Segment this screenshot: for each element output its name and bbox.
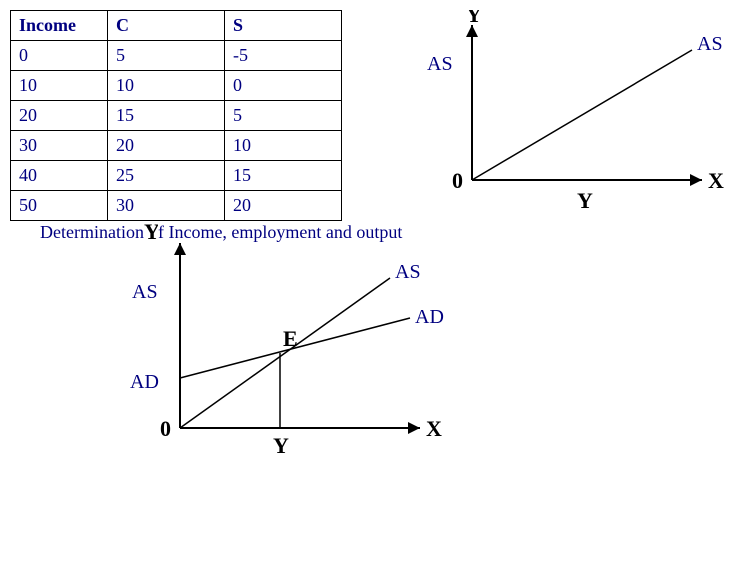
col-header-s: S <box>225 11 342 41</box>
cell: 0 <box>11 41 108 71</box>
x-axis-below-label: Y <box>577 188 593 213</box>
equilibrium-label: E <box>283 326 298 351</box>
x-axis-label: X <box>426 416 442 441</box>
table-row: 10 10 0 <box>11 71 342 101</box>
cell: 30 <box>108 191 225 221</box>
table-header-row: Income C S <box>11 11 342 41</box>
bottom-chart-container: 0 X Y E AS AS AD AD <box>120 228 749 473</box>
cell: 40 <box>11 161 108 191</box>
y-axis-label: Y <box>466 10 482 27</box>
as-ad-chart: 0 X Y E AS AS AD AD <box>120 228 450 468</box>
x-axis-label: X <box>708 168 724 193</box>
cell: 0 <box>225 71 342 101</box>
cell: 20 <box>108 131 225 161</box>
col-header-income: Income <box>11 11 108 41</box>
ad-left-label: AD <box>130 371 159 393</box>
x-axis-below-label: Y <box>273 433 289 458</box>
as-right-label: AS <box>395 261 421 283</box>
cell: 50 <box>11 191 108 221</box>
cell: 5 <box>108 41 225 71</box>
as-line <box>180 278 390 428</box>
top-row: Income C S 0 5 -5 10 10 0 20 15 5 30 20 … <box>10 10 749 221</box>
as-chart: Y X Y 0 AS AS <box>422 10 732 220</box>
as-left-label: AS <box>427 53 453 75</box>
table-row: 30 20 10 <box>11 131 342 161</box>
cell: 20 <box>11 101 108 131</box>
cell: 25 <box>108 161 225 191</box>
cell: 20 <box>225 191 342 221</box>
cell: 10 <box>108 71 225 101</box>
cell: 5 <box>225 101 342 131</box>
cell: 15 <box>108 101 225 131</box>
cell: 15 <box>225 161 342 191</box>
table-row: 50 30 20 <box>11 191 342 221</box>
cell: -5 <box>225 41 342 71</box>
table-row: 40 25 15 <box>11 161 342 191</box>
origin-label: 0 <box>452 168 463 193</box>
as-line <box>472 50 692 180</box>
as-right-label: AS <box>697 33 723 55</box>
table-row: 0 5 -5 <box>11 41 342 71</box>
table-row: 20 15 5 <box>11 101 342 131</box>
data-table: Income C S 0 5 -5 10 10 0 20 15 5 30 20 … <box>10 10 342 221</box>
origin-label: 0 <box>160 416 171 441</box>
ad-right-label: AD <box>415 306 444 328</box>
cell: 10 <box>225 131 342 161</box>
col-header-c: C <box>108 11 225 41</box>
as-left-label: AS <box>132 281 158 303</box>
cell: 10 <box>11 71 108 101</box>
cell: 30 <box>11 131 108 161</box>
